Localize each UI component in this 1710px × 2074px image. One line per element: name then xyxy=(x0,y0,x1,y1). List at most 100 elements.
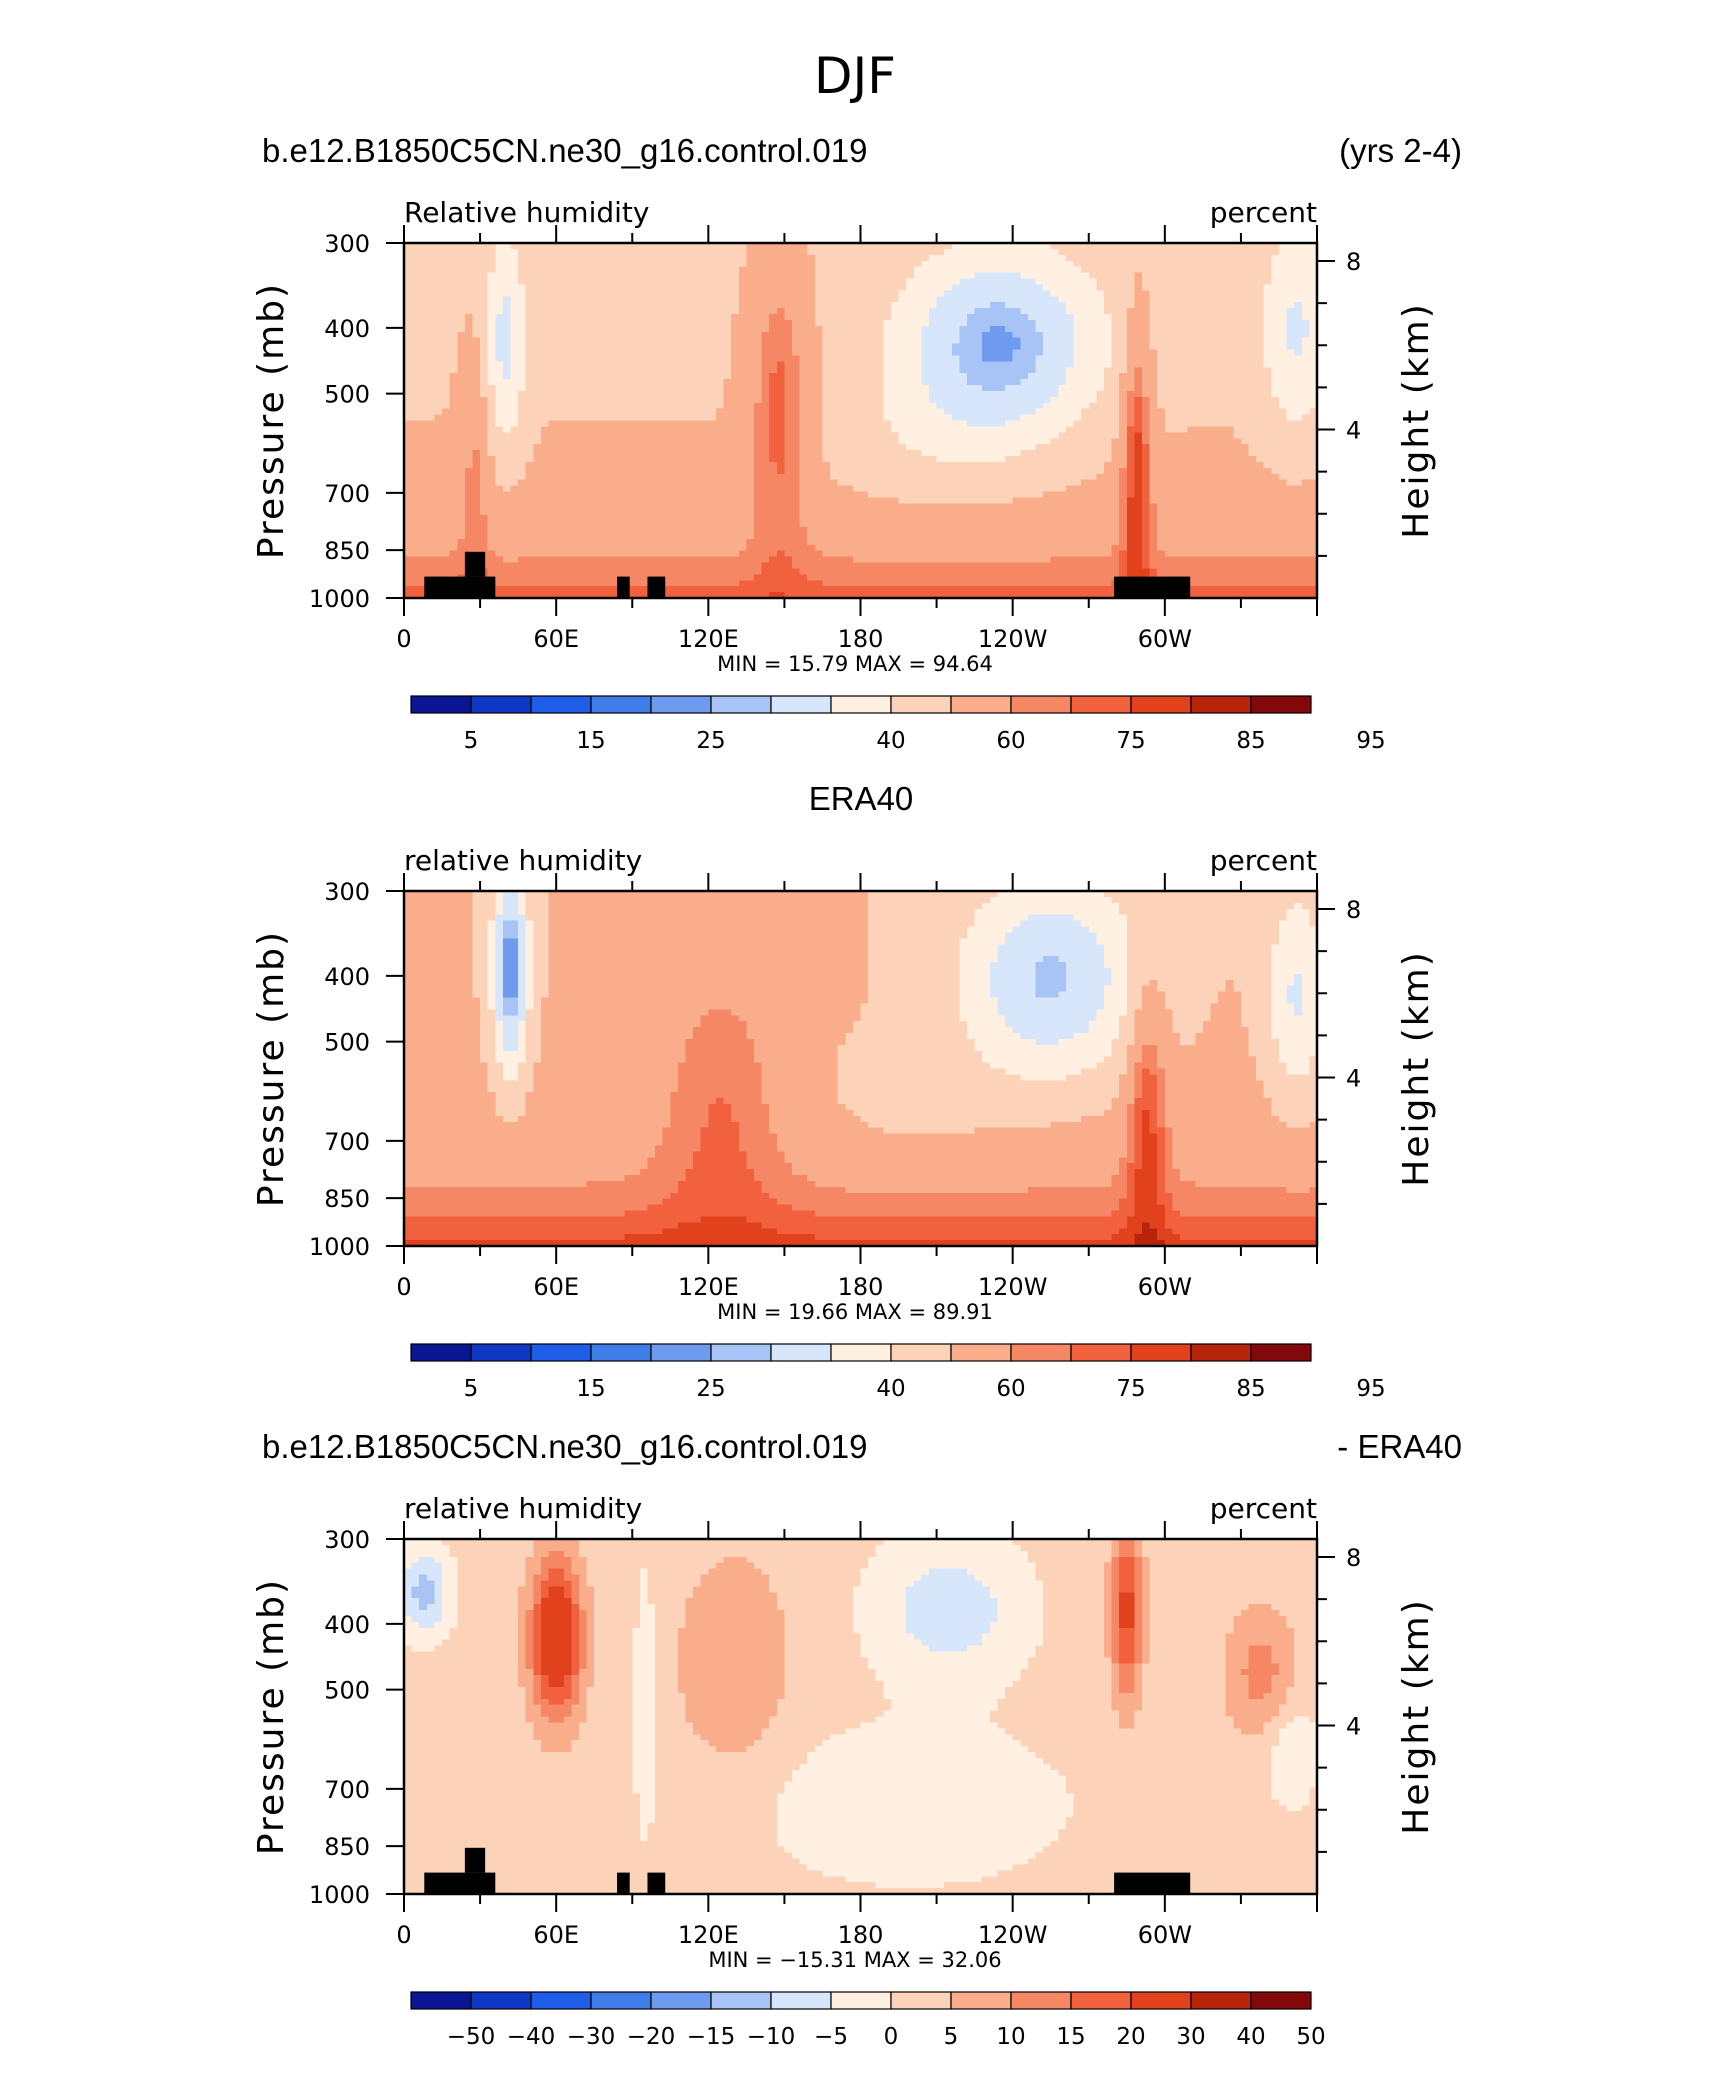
heatmap-cell xyxy=(404,485,413,493)
heatmap-cell xyxy=(404,343,413,351)
heatmap-cell xyxy=(753,343,763,351)
heatmap-cell xyxy=(563,325,572,333)
heatmap-cell xyxy=(715,438,725,445)
heatmap-cell xyxy=(875,343,884,351)
heatmap-cell xyxy=(480,331,489,339)
heatmap-cell xyxy=(502,319,512,327)
heatmap-cell xyxy=(404,479,413,487)
heatmap-cell xyxy=(959,580,968,587)
heatmap-cell xyxy=(533,521,542,528)
heatmap-cell xyxy=(769,556,778,564)
heatmap-cell xyxy=(974,426,983,433)
heatmap-cell xyxy=(731,302,740,309)
heatmap-cell xyxy=(837,290,846,297)
heatmap-cell xyxy=(495,343,504,351)
heatmap-cell xyxy=(936,586,945,593)
heatmap-cell xyxy=(921,444,930,451)
heatmap-cell xyxy=(723,319,732,327)
heatmap-cell xyxy=(974,580,983,587)
heatmap-cell xyxy=(814,432,824,439)
heatmap-cell xyxy=(989,325,999,333)
heatmap-cell xyxy=(464,456,474,463)
heatmap-cell xyxy=(609,467,618,475)
heatmap-cell xyxy=(563,550,572,558)
heatmap-cell xyxy=(1020,319,1029,327)
heatmap-cell xyxy=(647,331,656,339)
heatmap-cell xyxy=(776,532,786,540)
heatmap-cell xyxy=(426,473,436,481)
heatmap-cell xyxy=(822,408,831,416)
heatmap-cell xyxy=(860,349,869,357)
heatmap-cell xyxy=(959,432,968,439)
heatmap-cell xyxy=(434,544,443,552)
heatmap-cell xyxy=(404,373,413,380)
heatmap-cell xyxy=(989,574,999,581)
heatmap-cell xyxy=(974,349,983,357)
heatmap-cell xyxy=(685,408,694,416)
heatmap-cell xyxy=(830,444,839,451)
heatmap-cell xyxy=(814,450,824,457)
heatmap-cell xyxy=(799,420,808,428)
heatmap-cell xyxy=(837,568,846,575)
heatmap-cell xyxy=(662,325,671,333)
heatmap-cell xyxy=(556,574,565,581)
heatmap-cell xyxy=(852,562,862,570)
heatmap-cell xyxy=(967,260,976,268)
heatmap-cell xyxy=(715,515,725,522)
heatmap-cell xyxy=(495,414,504,422)
heatmap-cell xyxy=(944,331,953,339)
heatmap-cell xyxy=(419,331,428,339)
heatmap-cell xyxy=(830,503,839,510)
heatmap-cell xyxy=(967,337,976,345)
heatmap-cell xyxy=(1005,509,1014,516)
heatmap-cell xyxy=(419,414,428,422)
heatmap-cell xyxy=(510,467,519,475)
heatmap-cell xyxy=(411,574,420,581)
heatmap-cell xyxy=(799,396,808,404)
heatmap-cell xyxy=(655,444,664,451)
heatmap-cell xyxy=(449,473,458,481)
heatmap-cell xyxy=(708,527,717,534)
heatmap-cell xyxy=(708,509,717,516)
heatmap-cell xyxy=(738,473,747,481)
heatmap-cell xyxy=(480,467,489,475)
heatmap-cell xyxy=(731,527,740,534)
heatmap-cell xyxy=(1012,408,1021,416)
heatmap-cell xyxy=(655,432,664,439)
heatmap-cell xyxy=(563,509,572,516)
heatmap-cell xyxy=(769,390,778,398)
heatmap-cell xyxy=(540,491,550,499)
heatmap-cell xyxy=(480,337,489,345)
heatmap-cell xyxy=(426,456,436,463)
heatmap-cell xyxy=(442,278,451,286)
heatmap-cell xyxy=(723,456,732,463)
heatmap-cell xyxy=(442,373,451,380)
heatmap-cell xyxy=(617,325,626,333)
heatmap-cell xyxy=(1005,556,1014,564)
heatmap-cell xyxy=(738,592,747,599)
heatmap-cell xyxy=(502,527,512,534)
heatmap-cell xyxy=(624,260,633,268)
heatmap-cell xyxy=(845,521,854,528)
heatmap-cell xyxy=(906,302,915,309)
heatmap-cell xyxy=(989,438,999,445)
heatmap-cell xyxy=(814,349,824,357)
heatmap-cell xyxy=(578,414,588,422)
heatmap-cell xyxy=(609,278,618,286)
heatmap-cell xyxy=(814,278,824,286)
heatmap-cell xyxy=(563,314,572,321)
heatmap-cell xyxy=(578,266,588,274)
heatmap-cell xyxy=(404,325,413,333)
heatmap-cell xyxy=(571,538,580,546)
heatmap-cell xyxy=(944,260,953,268)
heatmap-cell xyxy=(556,319,565,327)
heatmap-cell xyxy=(639,302,649,309)
heatmap-cell xyxy=(510,373,519,380)
heatmap-cell xyxy=(761,562,770,570)
heatmap-cell xyxy=(571,461,580,469)
heatmap-cell xyxy=(609,432,618,439)
heatmap-cell xyxy=(753,574,763,581)
heatmap-cell xyxy=(434,485,443,493)
heatmap-cell xyxy=(548,248,557,256)
heatmap-cell xyxy=(967,432,976,439)
